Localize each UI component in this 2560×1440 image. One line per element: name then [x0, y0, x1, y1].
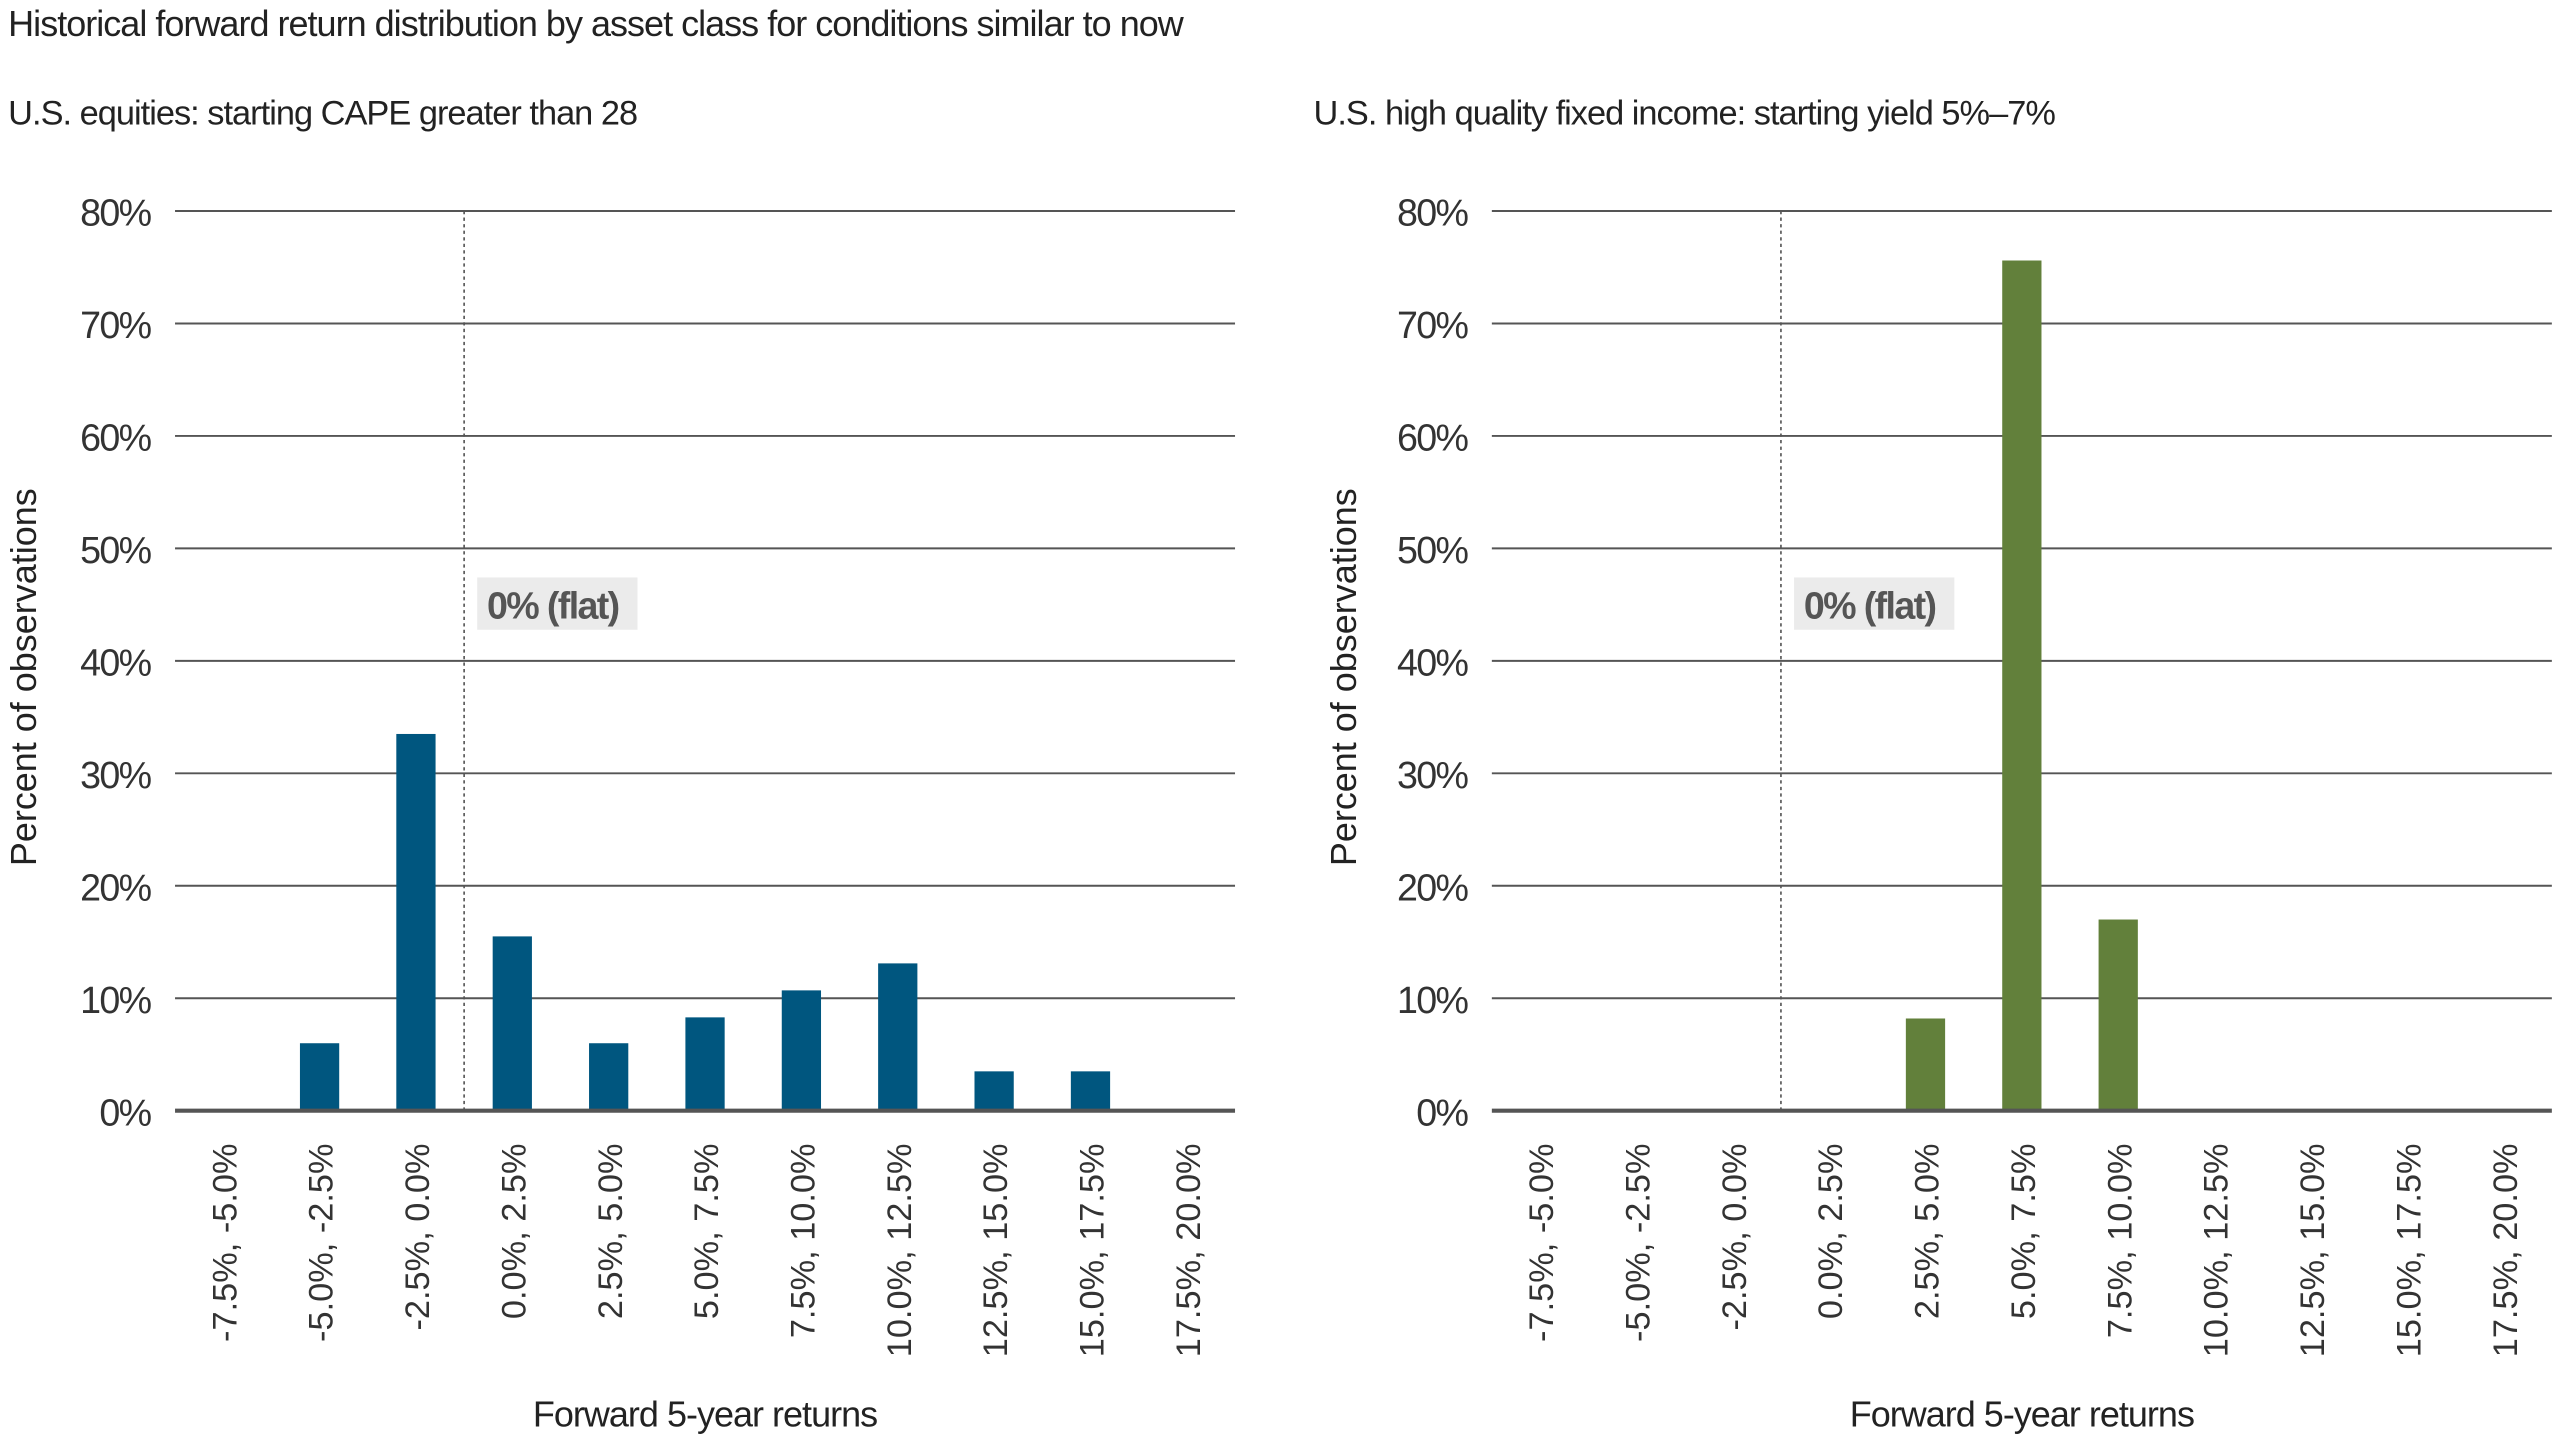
bar	[589, 1043, 629, 1111]
x-axis-label: Forward 5-year returns	[1850, 1393, 2194, 1434]
x-tick-label: 7.5%, 10.0%	[2101, 1143, 2139, 1338]
x-tick-label: 2.5%, 5.0%	[1909, 1143, 1947, 1319]
y-tick-label: 80%	[1397, 192, 1469, 234]
x-tick-label: -5.0%, -2.5%	[303, 1143, 341, 1342]
bar	[1070, 1071, 1111, 1111]
x-tick-label: 2.5%, 5.0%	[592, 1143, 630, 1319]
x-tick-label: 0.0%, 2.5%	[1812, 1143, 1850, 1319]
x-tick-label: 15.0%, 17.5%	[1074, 1143, 1112, 1357]
x-tick-label: -2.5%, 0.0%	[399, 1143, 437, 1330]
y-tick-label: 20%	[80, 867, 152, 909]
x-tick-label: 5.0%, 7.5%	[688, 1143, 726, 1319]
left-chart-title: U.S. equities: starting CAPE greater tha…	[8, 94, 638, 133]
x-axis-label: Forward 5-year returns	[533, 1393, 877, 1434]
bar	[2098, 919, 2138, 1111]
annotation-background	[1794, 577, 1955, 630]
bar	[299, 1043, 340, 1111]
y-tick-label: 30%	[80, 754, 152, 796]
y-tick-label: 40%	[80, 642, 152, 684]
annotation-label: 0% (flat)	[477, 577, 638, 630]
y-tick-label: 40%	[1397, 642, 1469, 684]
x-tick-label: 17.5%, 20.0%	[1170, 1143, 1208, 1357]
y-tick-label: 50%	[80, 529, 152, 571]
y-tick-label: 50%	[1397, 529, 1469, 571]
x-tick-label: 5.0%, 7.5%	[2005, 1143, 2043, 1319]
bar	[878, 963, 918, 1111]
y-tick-label: 70%	[80, 304, 152, 346]
bar	[685, 1017, 725, 1111]
x-tick-label: 10.0%, 12.5%	[2198, 1143, 2236, 1357]
x-tick-label: 12.5%, 15.0%	[2294, 1143, 2332, 1357]
x-tick-label: -7.5%, -5.0%	[206, 1143, 244, 1342]
x-tick-label: 10.0%, 12.5%	[881, 1143, 919, 1357]
annotation-background	[477, 577, 638, 630]
right-chart-title: U.S. high quality fixed income: starting…	[1313, 94, 2056, 133]
y-tick-label: 0%	[99, 1091, 151, 1133]
annotation-label: 0% (flat)	[1794, 577, 1955, 630]
x-tick-label: 12.5%, 15.0%	[977, 1143, 1015, 1357]
figure-title: Historical forward return distribution b…	[8, 3, 1184, 45]
y-tick-label: 10%	[80, 979, 152, 1021]
y-tick-label: 60%	[1397, 417, 1469, 459]
x-tick-label: -7.5%, -5.0%	[1523, 1143, 1561, 1342]
y-axis-label: Percent of observations	[3, 488, 44, 866]
y-tick-label: 60%	[80, 417, 152, 459]
chart-panel-0: 0% 10% 20% 30% 40% 50% 60% 70% 80% 0% (flat) -7.5%…	[3, 192, 1236, 1434]
x-tick-label: 0.0%, 2.5%	[495, 1143, 533, 1319]
bar	[2002, 260, 2042, 1111]
annotation-text: 0% (flat)	[1804, 584, 1936, 626]
y-tick-label: 70%	[1397, 304, 1469, 346]
x-tick-label: -5.0%, -2.5%	[1619, 1143, 1657, 1342]
chart-panel-1: 0% 10% 20% 30% 40% 50% 60% 70% 80% 0% (flat) -7.5%…	[1323, 192, 2552, 1434]
annotation-text: 0% (flat)	[487, 584, 619, 626]
x-tick-label: 15.0%, 17.5%	[2390, 1143, 2428, 1357]
y-axis-label: Percent of observations	[1323, 488, 1364, 866]
x-tick-label: -2.5%, 0.0%	[1716, 1143, 1754, 1330]
x-tick-label: 17.5%, 20.0%	[2487, 1143, 2525, 1357]
y-tick-label: 30%	[1397, 754, 1469, 796]
bar	[396, 733, 436, 1111]
y-tick-label: 20%	[1397, 867, 1469, 909]
y-tick-label: 10%	[1397, 979, 1469, 1021]
bar	[974, 1071, 1014, 1111]
y-tick-label: 80%	[80, 192, 152, 234]
y-tick-label: 0%	[1416, 1091, 1468, 1133]
bar	[781, 990, 822, 1111]
x-tick-label: 7.5%, 10.0%	[784, 1143, 822, 1338]
bar	[1905, 1018, 1946, 1111]
bar	[492, 936, 532, 1111]
